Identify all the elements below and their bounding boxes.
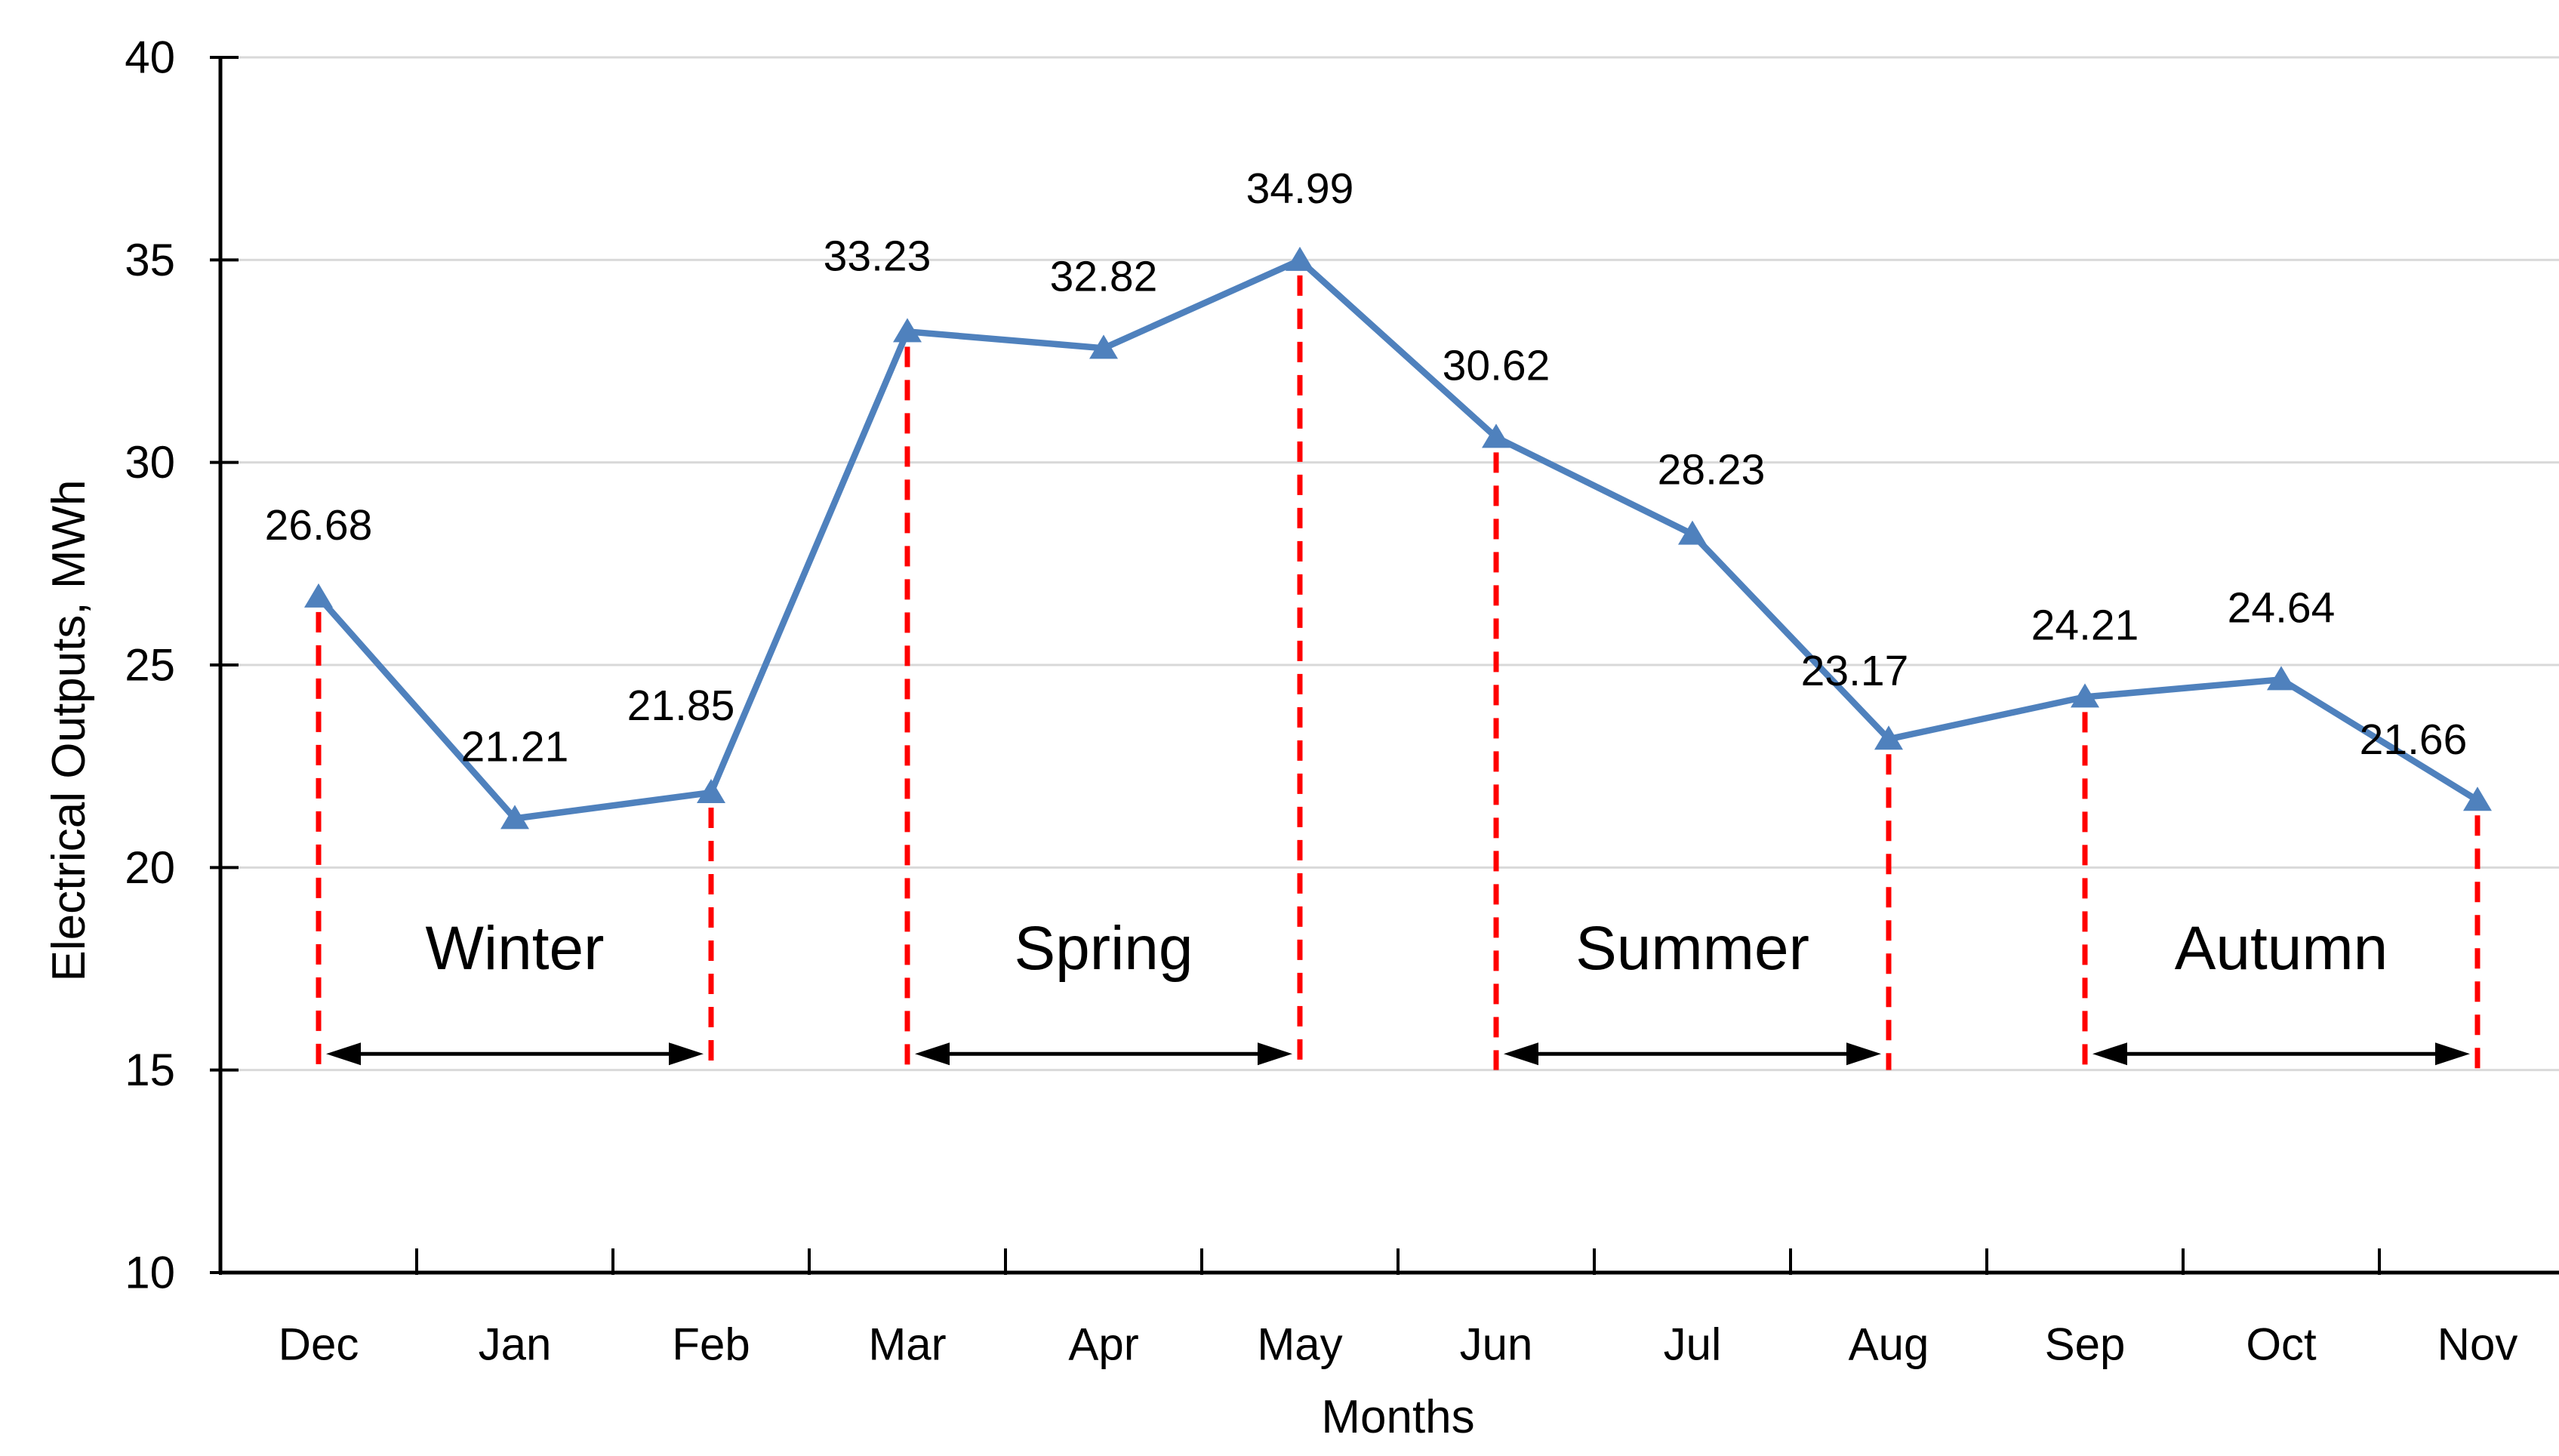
x-tick-label: Feb xyxy=(672,1319,750,1370)
arrow-head-left xyxy=(2092,1042,2127,1066)
season-label: Spring xyxy=(1014,914,1193,983)
arrow-head-right xyxy=(669,1042,704,1066)
data-point-marker xyxy=(893,318,922,343)
y-tick-label: 10 xyxy=(125,1248,175,1298)
x-tick-label: Apr xyxy=(1068,1319,1138,1370)
y-tick-label: 15 xyxy=(125,1045,175,1095)
data-point-marker xyxy=(304,583,333,608)
arrow-head-right xyxy=(2435,1042,2470,1066)
x-tick-label: Mar xyxy=(868,1319,946,1370)
x-tick-label: Nov xyxy=(2437,1319,2518,1370)
data-point-marker xyxy=(500,805,529,830)
season-label: Summer xyxy=(1575,914,1809,983)
data-point-label: 23.17 xyxy=(1801,647,1909,695)
x-tick-label: Dec xyxy=(279,1319,359,1370)
y-tick-label: 25 xyxy=(125,640,175,691)
season-label: Winter xyxy=(426,914,605,983)
data-point-marker xyxy=(1089,334,1118,359)
season-arrow xyxy=(915,1042,1292,1066)
season-arrow xyxy=(2092,1042,2470,1066)
data-point-marker xyxy=(1286,246,1314,271)
arrow-head-right xyxy=(1258,1042,1292,1066)
data-point-label: 21.21 xyxy=(461,722,569,771)
data-point-marker xyxy=(2267,666,2296,691)
x-tick-label: Oct xyxy=(2246,1319,2317,1370)
x-tick-label: Sep xyxy=(2045,1319,2126,1370)
electrical-outputs-line-chart: Winter Spring Summer Autumn 10 15 20 25 30 35 40 De… xyxy=(30,12,2559,1444)
data-point-label: 21.85 xyxy=(627,682,735,730)
x-tick-label: May xyxy=(1257,1319,1342,1370)
data-point-marker xyxy=(1482,423,1510,448)
data-point-marker xyxy=(2071,683,2099,708)
x-tick-label: Aug xyxy=(1849,1319,1929,1370)
y-tick-label: 40 xyxy=(125,32,175,83)
y-tick-label: 30 xyxy=(125,437,175,488)
data-point-label: 26.68 xyxy=(265,501,373,549)
data-point-label: 33.23 xyxy=(824,232,932,280)
data-point-label: 30.62 xyxy=(1443,341,1550,389)
y-tick-label: 20 xyxy=(125,842,175,893)
x-tick-label: Jun xyxy=(1460,1319,1533,1370)
data-point-marker xyxy=(1874,725,1903,750)
chart-canvas: Winter Spring Summer Autumn 10 15 20 25 30 35 40 De… xyxy=(125,32,2559,1370)
x-axis-title: Months xyxy=(1321,1391,1475,1443)
arrow-head-left xyxy=(326,1042,361,1066)
season-arrow xyxy=(326,1042,704,1066)
data-point-label: 34.99 xyxy=(1246,165,1354,213)
data-point-label: 21.66 xyxy=(2360,716,2468,764)
arrow-head-left xyxy=(1504,1042,1538,1066)
arrow-head-left xyxy=(915,1042,950,1066)
y-axis-title: Electrical Outputs, MWh xyxy=(43,479,95,982)
data-point-marker xyxy=(1678,520,1707,545)
arrow-head-right xyxy=(1846,1042,1881,1066)
data-point-label: 32.82 xyxy=(1050,252,1158,300)
x-tick-label: Jul xyxy=(1664,1319,1722,1370)
x-tick-label: Jan xyxy=(479,1319,552,1370)
data-point-label: 24.64 xyxy=(2228,583,2336,632)
data-series-line xyxy=(315,257,2481,822)
data-point-label: 24.21 xyxy=(2031,601,2139,649)
data-point-marker xyxy=(697,779,725,804)
season-arrow xyxy=(1504,1042,1881,1066)
data-point-label: 28.23 xyxy=(1658,446,1766,494)
data-point-marker xyxy=(2463,786,2492,811)
season-label: Autumn xyxy=(2175,914,2388,983)
y-tick-label: 35 xyxy=(125,235,175,285)
